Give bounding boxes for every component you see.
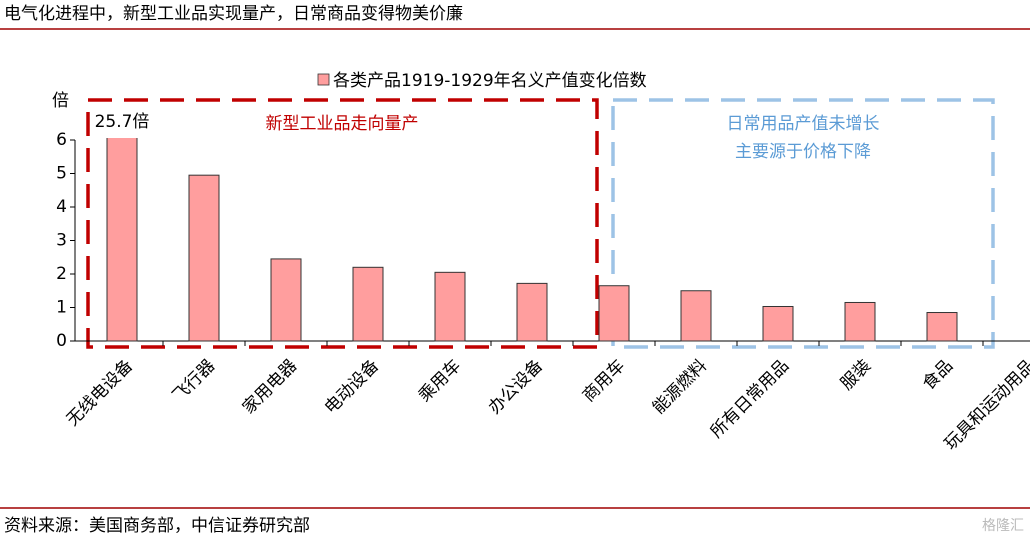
y-tick-label: 0: [56, 331, 67, 351]
x-tick-label: 无线电设备: [63, 356, 137, 430]
x-tick-label: 电动设备: [321, 356, 383, 418]
watermark: 格隆汇: [982, 518, 1024, 534]
bar: [270, 258, 302, 342]
bar: [106, 138, 138, 342]
bar: [352, 266, 384, 342]
y-tick-label: 1: [56, 298, 67, 318]
bar: [598, 285, 630, 342]
annotation: 日常用品产值未增长: [727, 114, 880, 134]
x-tick-label: 服装: [837, 356, 875, 394]
bar: [1009, 314, 1030, 341]
source-note: 资料来源：美国商务部，中信证券研究部: [4, 516, 310, 536]
y-tick-label: 3: [56, 231, 67, 251]
bar: [926, 312, 958, 342]
legend-label: 各类产品1919-1929年名义产值变化倍数: [333, 71, 647, 91]
bar: [680, 290, 712, 342]
x-tick-label: 食品: [919, 356, 957, 394]
legend-swatch: [317, 73, 330, 86]
bar: [434, 271, 466, 342]
y-tick-label: 5: [56, 164, 67, 184]
y-tick-label: 6: [56, 130, 67, 150]
bar: [188, 174, 220, 342]
y-tick-label: 2: [56, 264, 67, 284]
bar: [516, 282, 548, 342]
x-tick-label: 办公设备: [485, 356, 547, 418]
y-axis-label: 倍: [52, 91, 69, 111]
bar: [844, 301, 876, 342]
y-tick-label: 4: [56, 197, 67, 217]
x-tick-label: 能源燃料: [649, 356, 711, 418]
annotation: 新型工业品走向量产: [266, 114, 419, 134]
x-tick-label: 乘用车: [415, 356, 465, 406]
group-box-daily: [611, 98, 995, 349]
x-tick-label: 飞行器: [169, 356, 219, 406]
chart-title: 电气化进程中，新型工业品实现量产，日常商品变得物美价廉: [4, 4, 463, 24]
value-label: 25.7倍: [95, 112, 150, 132]
x-tick-label: 所有日常用品: [707, 356, 793, 442]
annotation: 主要源于价格下降: [735, 142, 871, 162]
x-tick-label: 家用电器: [239, 356, 301, 418]
bar: [762, 305, 794, 342]
x-tick-label: 商用车: [579, 356, 629, 406]
group-box-industrial: [86, 98, 599, 349]
